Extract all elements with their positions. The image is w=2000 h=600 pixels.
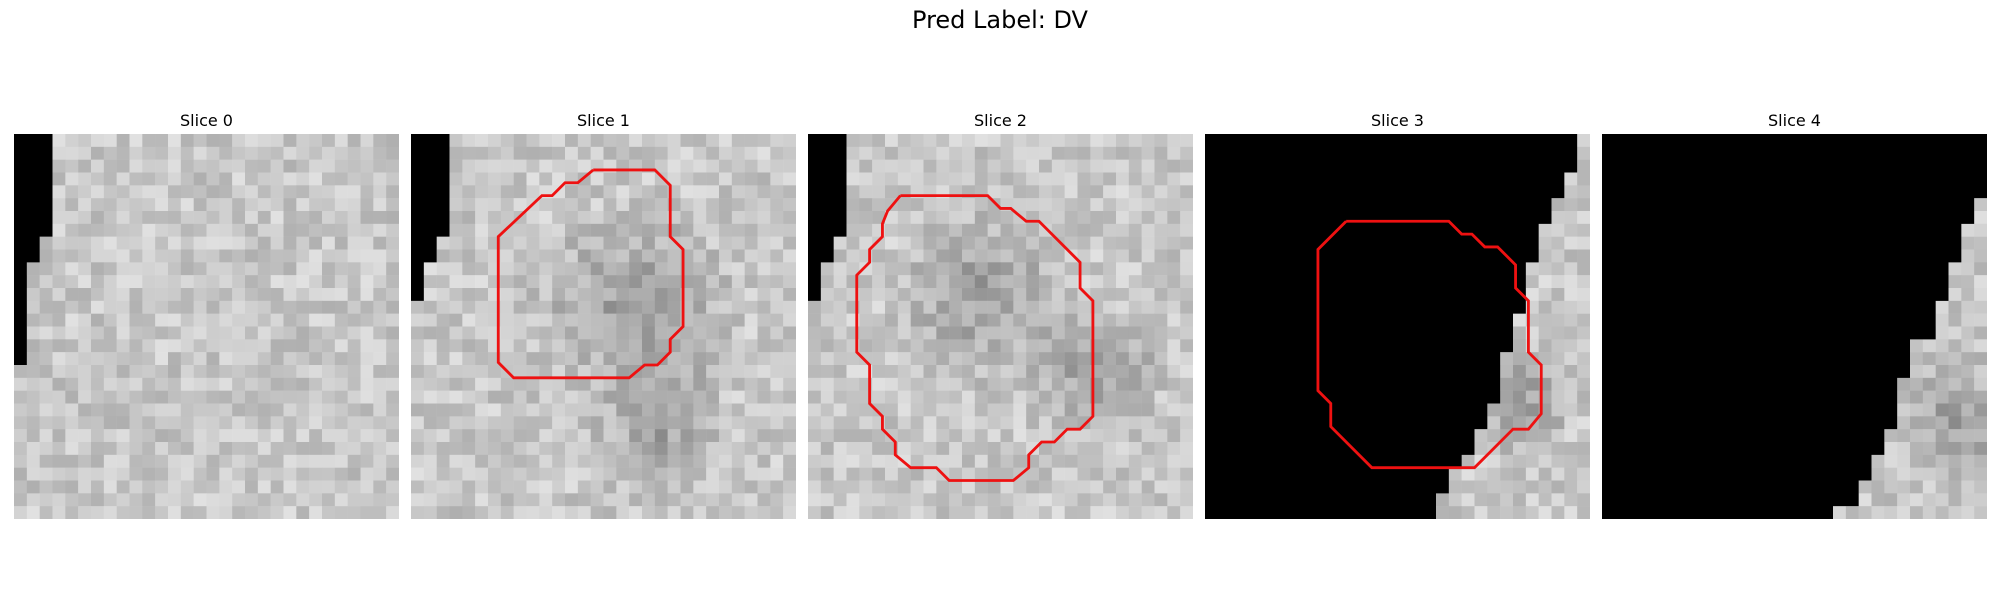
slice-title-4: Slice 4 (1768, 111, 1821, 130)
figure-title: Pred Label: DV (912, 6, 1088, 34)
mask-region-0 (14, 134, 53, 365)
slice-image-1 (411, 134, 796, 519)
pixel-grid-0 (14, 134, 399, 519)
slice-panel-2: Slice 2 (808, 108, 1193, 519)
slice-image-0 (14, 134, 399, 519)
slice-panel-4: Slice 4 (1602, 108, 1987, 519)
mask-region-1 (411, 134, 450, 301)
mask-region-4 (1602, 134, 1987, 519)
mask-region-3 (1205, 134, 1578, 519)
slice-panel-0: Slice 0 (14, 108, 399, 519)
slice-panel-3: Slice 3 (1205, 108, 1590, 519)
slice-image-3 (1205, 134, 1590, 519)
slice-title-1: Slice 1 (577, 111, 630, 130)
mask-region-2 (808, 134, 847, 301)
pixel-grid-1 (411, 134, 796, 519)
slice-panel-1: Slice 1 (411, 108, 796, 519)
contour-outline-1 (496, 168, 685, 380)
contour-outline-3 (1316, 219, 1543, 470)
pixel-grid-2 (808, 134, 1193, 519)
contour-outline-2 (855, 194, 1095, 482)
slice-image-4 (1602, 134, 1987, 519)
slice-title-2: Slice 2 (974, 111, 1027, 130)
slice-image-2 (808, 134, 1193, 519)
slice-title-0: Slice 0 (180, 111, 233, 130)
slice-title-3: Slice 3 (1371, 111, 1424, 130)
